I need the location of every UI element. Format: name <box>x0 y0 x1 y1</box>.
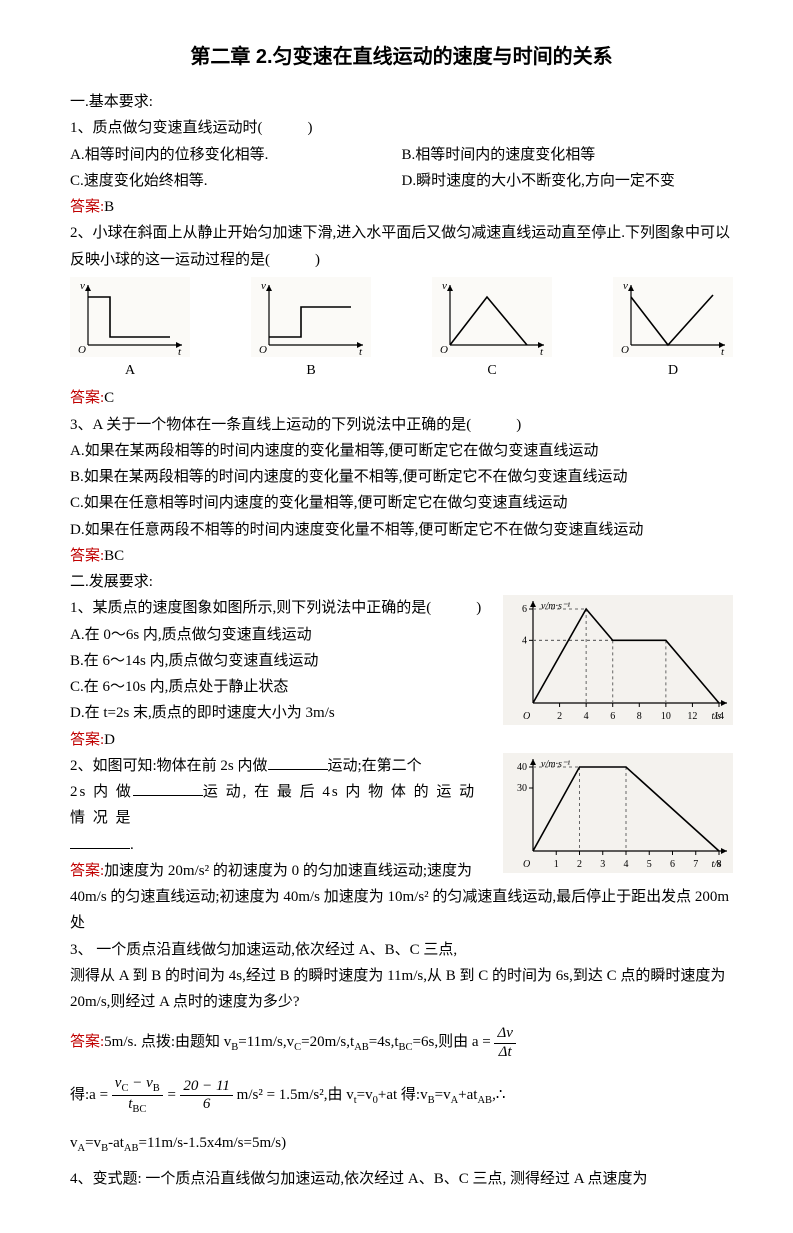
q1-opt-c: C.速度变化始终相等. <box>70 168 402 194</box>
svg-text:6: 6 <box>670 859 675 870</box>
svg-text:7: 7 <box>693 859 698 870</box>
svg-text:4: 4 <box>522 636 527 647</box>
svg-text:O: O <box>621 344 629 356</box>
svg-text:2: 2 <box>577 859 582 870</box>
q3-opt-c: C.如果在任意相等时间内速度的变化量相等,便可断定它在做匀变速直线运动 <box>70 490 733 516</box>
q3-opt-a: A.如果在某两段相等的时间内速度的变化量相等,便可断定它在做匀变速直线运动 <box>70 438 733 464</box>
blank-1 <box>268 754 328 770</box>
q1-stem: 1、质点做匀变速直线运动时( ) <box>70 115 733 141</box>
svg-text:8: 8 <box>637 711 642 722</box>
q1-answer-label: 答案: <box>70 199 104 215</box>
axis-v-label: v <box>80 280 85 292</box>
q4-answer-label: 答案: <box>70 732 104 748</box>
svg-text:10: 10 <box>661 711 671 722</box>
q2-label-c: C <box>487 363 496 378</box>
q2-graph-c: v t O C <box>432 277 552 384</box>
svg-text:O: O <box>259 344 267 356</box>
q1-opt-b: B.相等时间内的速度变化相等 <box>402 142 734 168</box>
svg-text:1: 1 <box>554 859 559 870</box>
svg-text:t/s: t/s <box>712 859 722 870</box>
q2-label-b: B <box>306 363 315 378</box>
axis-origin: O <box>78 344 86 356</box>
blank-3 <box>70 833 130 849</box>
q2-label-a: A <box>125 363 135 378</box>
svg-text:O: O <box>440 344 448 356</box>
svg-text:4: 4 <box>624 859 629 870</box>
q6-answer: 答案:5m/s. 点拨:由题知 vB=11m/s,vC=20m/s,tAB=4s… <box>70 1025 733 1061</box>
q5-chart: 123456783040v/m·s⁻¹t/sO <box>503 753 733 882</box>
q3-opt-b: B.如果在某两段相等的时间内速度的变化量不相等,便可断定它不在做匀变速直线运动 <box>70 464 733 490</box>
q3-answer: BC <box>104 548 124 564</box>
svg-text:O: O <box>523 859 530 870</box>
q2-answer-label: 答案: <box>70 390 104 406</box>
svg-text:v/m·s⁻¹: v/m·s⁻¹ <box>541 759 570 770</box>
svg-text:5: 5 <box>647 859 652 870</box>
q1-answer: B <box>104 199 114 215</box>
svg-text:6: 6 <box>610 711 615 722</box>
q6-stem-2: 测得从 A 到 B 的时间为 4s,经过 B 的瞬时速度为 11m/s,从 B … <box>70 963 733 1016</box>
svg-text:30: 30 <box>517 783 527 794</box>
q3-answer-label: 答案: <box>70 548 104 564</box>
svg-text:3: 3 <box>600 859 605 870</box>
svg-text:v: v <box>261 280 266 292</box>
svg-text:4: 4 <box>584 711 589 722</box>
q2-label-d: D <box>668 363 678 378</box>
q6-formula-3: vA=vB-atAB=11m/s-1.5x4m/s=5m/s) <box>70 1130 733 1158</box>
svg-text:O: O <box>523 711 530 722</box>
svg-text:12: 12 <box>687 711 697 722</box>
q1-opt-d: D.瞬时速度的大小不断变化,方向一定不变 <box>402 168 734 194</box>
q4-chart: 246810121446v/m·s⁻¹t/sO <box>503 595 733 734</box>
q2-stem: 2、小球在斜面上从静止开始匀加速下滑,进入水平面后又做匀减速直线运动直至停止.下… <box>70 220 733 273</box>
q3-stem: 3、A 关于一个物体在一条直线上运动的下列说法中正确的是( ) <box>70 412 733 438</box>
q6-formula-2: 得:a = vC − vB tBC = 20 − 11 6 m/s² = 1.5… <box>70 1075 733 1116</box>
blank-2 <box>133 780 203 796</box>
q6-stem: 3、 一个质点沿直线做匀加速运动,依次经过 A、B、C 三点, <box>70 937 733 963</box>
q7-stem: 4、变式题: 一个质点沿直线做匀加速运动,依次经过 A、B、C 三点, 测得经过… <box>70 1166 733 1192</box>
svg-text:v/m·s⁻¹: v/m·s⁻¹ <box>541 601 570 612</box>
q2-graph-a: v t O A <box>70 277 190 384</box>
svg-text:2: 2 <box>557 711 562 722</box>
svg-text:40: 40 <box>517 762 527 773</box>
q2-graph-d: v t O D <box>613 277 733 384</box>
section-1-heading: 一.基本要求: <box>70 89 733 115</box>
q3-opt-d: D.如果在任意两段不相等的时间内速度变化量不相等,便可断定它不在做匀变速直线运动 <box>70 517 733 543</box>
svg-text:t/s: t/s <box>712 711 722 722</box>
svg-text:6: 6 <box>522 604 527 615</box>
svg-text:v: v <box>623 280 628 292</box>
q2-answer: C <box>104 390 114 406</box>
q1-options: A.相等时间内的位移变化相等. B.相等时间内的速度变化相等 C.速度变化始终相… <box>70 142 733 195</box>
q2-graphs: v t O A v t O B v t O <box>70 277 733 384</box>
page-title: 第二章 2.匀变速在直线运动的速度与时间的关系 <box>70 40 733 75</box>
q1-opt-a: A.相等时间内的位移变化相等. <box>70 142 402 168</box>
q4-answer: D <box>104 732 115 748</box>
q2-graph-b: v t O B <box>251 277 371 384</box>
q5-answer-label: 答案: <box>70 863 104 879</box>
section-2-heading: 二.发展要求: <box>70 569 733 595</box>
svg-text:v: v <box>442 280 447 292</box>
